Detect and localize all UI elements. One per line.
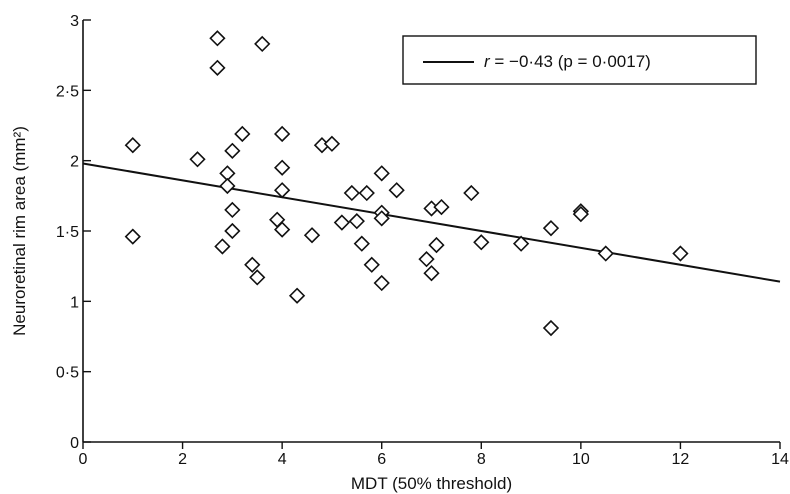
- data-point-20: [274, 221, 291, 238]
- data-point-47: [572, 205, 589, 223]
- data-point-42: [473, 234, 490, 251]
- data-point-30: [363, 256, 380, 273]
- regression-line: [82, 162, 781, 283]
- y-tick-label: 1: [70, 294, 79, 311]
- legend: r = −0·43 (p = 0·0017): [402, 35, 757, 85]
- data-points: [124, 30, 689, 337]
- x-tick-label: 6: [377, 451, 386, 468]
- x-tick-label: 2: [178, 451, 187, 468]
- x-tick-label: 12: [672, 451, 690, 468]
- data-point-26: [343, 184, 360, 202]
- y-tick-label: 0: [70, 435, 79, 452]
- data-point-44: [542, 220, 560, 237]
- data-point-15: [254, 35, 271, 53]
- data-point-35: [388, 182, 405, 199]
- data-point-14: [249, 269, 266, 286]
- legend-stat-text: = −0·43 (p = 0·0017): [490, 52, 651, 71]
- y-tick-label: 0·5: [56, 365, 79, 382]
- y-axis-title: Neuroretinal rim area (mm²): [10, 126, 29, 336]
- data-point-41: [463, 184, 480, 202]
- data-point-11: [224, 222, 241, 240]
- y-tick-label: 1·5: [56, 224, 79, 241]
- data-point-13: [244, 256, 261, 273]
- data-point-36: [418, 251, 435, 268]
- data-point-33: [373, 210, 390, 227]
- data-point-31: [373, 165, 390, 182]
- data-point-9: [224, 142, 241, 159]
- data-point-48: [597, 245, 614, 262]
- data-point-6: [214, 238, 231, 255]
- data-point-43: [512, 235, 530, 252]
- x-tick-label: 0: [79, 451, 88, 468]
- data-point-22: [303, 227, 321, 244]
- data-point-45: [542, 319, 560, 337]
- data-point-38: [423, 265, 440, 282]
- y-tick-label: 3: [70, 13, 79, 30]
- data-point-1: [124, 137, 141, 154]
- x-axis-ticks: 0 2 4 6 8 10 12 14: [79, 442, 789, 468]
- y-axis-ticks: 0 0·5 1 1·5 2 2·5 3: [56, 13, 91, 452]
- data-point-8: [219, 177, 236, 195]
- data-point-17: [274, 125, 291, 143]
- data-point-4: [209, 30, 226, 47]
- data-point-18: [274, 159, 291, 176]
- data-point-21: [288, 287, 306, 304]
- data-point-24: [323, 135, 341, 152]
- data-point-3: [189, 151, 206, 168]
- data-point-28: [353, 235, 370, 252]
- data-point-12: [234, 125, 251, 143]
- x-tick-label: 8: [477, 451, 486, 468]
- data-point-29: [358, 184, 375, 202]
- data-point-34: [373, 274, 390, 292]
- data-point-27: [348, 213, 365, 230]
- data-point-5: [209, 59, 226, 76]
- data-point-19: [274, 182, 291, 199]
- data-point-49: [672, 245, 689, 262]
- legend-r-symbol: r: [484, 52, 491, 71]
- data-point-2: [124, 228, 141, 245]
- data-point-25: [333, 214, 351, 231]
- data-point-10: [224, 201, 241, 219]
- x-tick-label: 14: [771, 451, 789, 468]
- x-tick-label: 10: [572, 451, 590, 468]
- y-tick-label: 2: [70, 154, 79, 171]
- y-tick-label: 2·5: [56, 83, 79, 100]
- x-axis-title: MDT (50% threshold): [351, 474, 512, 493]
- data-point-40: [433, 198, 450, 216]
- legend-label: r = −0·43 (p = 0·0017): [484, 52, 651, 71]
- data-point-39: [428, 236, 445, 254]
- legend-box: [402, 35, 757, 85]
- x-tick-label: 4: [278, 451, 287, 468]
